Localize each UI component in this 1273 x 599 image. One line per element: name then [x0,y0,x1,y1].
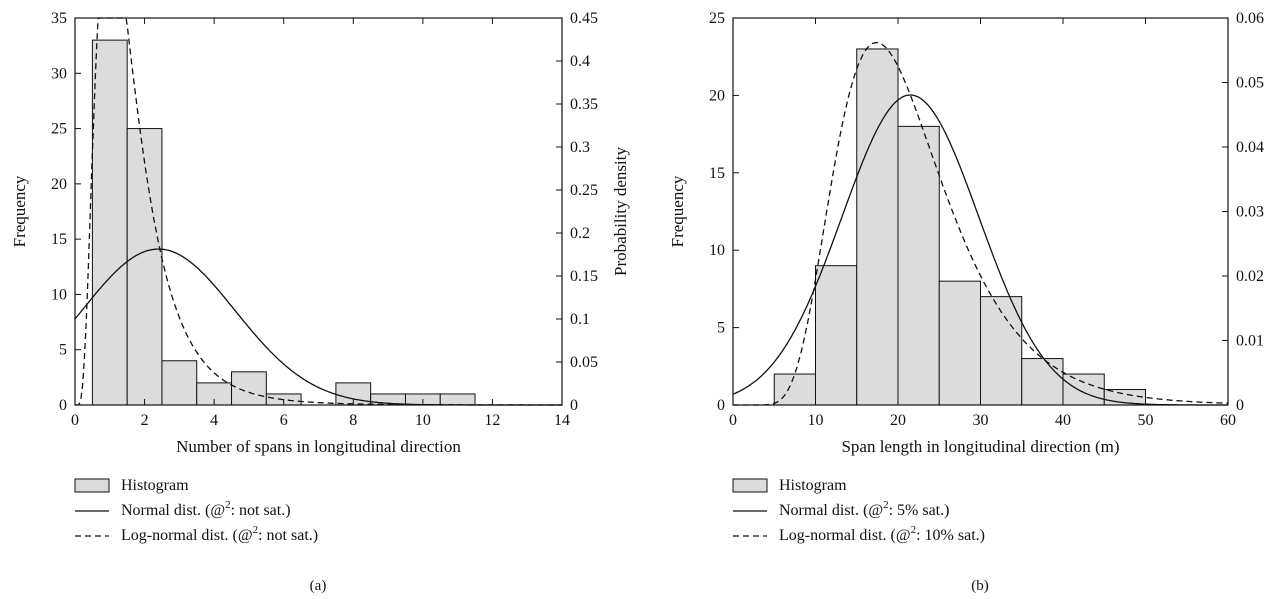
y2-tick-label: 0.4 [570,53,590,70]
legend-label-text: Log-normal dist. (@ [121,527,253,544]
x-tick-label: 14 [554,412,570,429]
histogram-bar [161,360,198,406]
histogram-bar [231,371,267,406]
histogram-bar [439,393,476,406]
y2-tick-label: 0.03 [1236,204,1264,221]
chart-panel-b: 0 10 20 30 40 50 60051015202500.010.020.030.04… [668,10,1264,594]
x-tick-label: 20 [890,412,906,429]
y-tick-label: 20 [51,176,67,193]
legend-label: Histogram [779,477,847,494]
y2-tick-label: 0.05 [570,354,598,371]
y2-tick-label: 0.2 [570,225,590,242]
y-tick-label: 20 [709,87,725,104]
legend-label-text: Normal dist. (@ [121,502,225,519]
y-tick-label: 25 [51,121,67,138]
legend-label-rest: : 5% sat.) [889,502,950,519]
legend-label-rest: : 10% sat.) [916,527,985,544]
x-tick-label: 4 [210,412,218,429]
legend-label-text: Histogram [121,477,189,494]
y-tick-label: 15 [709,165,725,182]
x-tick-label: 0 [729,412,737,429]
y-tick-label: 25 [709,10,725,27]
y2-tick-label: 0.02 [1236,268,1264,285]
histogram-bar [1062,373,1105,406]
y2-tick-label: 0.06 [1236,10,1264,27]
x-tick-label: 6 [280,412,288,429]
legend-label-superscript: 2 [911,524,917,536]
panel-label: (b) [971,578,989,594]
histogram-bar [897,125,940,406]
y2-tick-label: 0.01 [1236,333,1264,350]
histogram-bar [126,128,163,406]
legend-label: Log-normal dist. (@2: 10% sat.) [779,524,985,544]
histogram-bar [773,373,816,406]
histogram-bar [91,39,128,406]
legend-label-superscript: 2 [253,524,259,536]
legend-label: Log-normal dist. (@2: not sat.) [121,524,318,544]
legend-label-text: Log-normal dist. (@ [779,527,911,544]
x-tick-label: 0 [71,412,79,429]
y2-tick-label: 0.15 [570,268,598,285]
legend-label: Histogram [121,477,189,494]
legend-label-rest: : not sat.) [258,527,318,544]
y2-tick-label: 0.04 [1236,139,1264,156]
legend-label-superscript: 2 [883,499,889,511]
y2-tick-label: 0 [1236,397,1244,414]
histogram-bar [815,265,858,406]
y2-axis-title: Probability density [611,147,630,276]
y-tick-label: 5 [59,342,67,359]
x-tick-label: 12 [484,412,500,429]
y-tick-label: 0 [717,397,725,414]
panel-label: (a) [310,578,327,594]
legend-swatch-histogram [74,478,110,493]
y2-tick-label: 0 [570,397,578,414]
x-tick-label: 60 [1220,412,1236,429]
y-tick-label: 35 [51,10,67,27]
x-tick-label: 8 [349,412,357,429]
x-tick-label: 40 [1055,412,1071,429]
legend-label-rest: : not sat.) [231,502,291,519]
y-axis-title: Frequency [10,175,29,247]
y2-tick-label: 0.3 [570,139,590,156]
y2-tick-label: 0.25 [570,182,598,199]
y-tick-label: 15 [51,231,67,248]
x-tick-label: 2 [141,412,149,429]
x-axis-title: Number of spans in longitudinal directio… [176,437,461,456]
histogram-bar [1021,358,1064,406]
y-tick-label: 10 [709,242,725,259]
x-tick-label: 30 [973,412,989,429]
legend-label-text: Histogram [779,477,847,494]
y2-tick-label: 0.1 [570,311,590,328]
x-tick-label: 10 [808,412,824,429]
legend-label: Normal dist. (@2: 5% sat.) [779,499,949,519]
lognormal-dist-curve [733,41,1228,406]
y2-tick-label: 0.05 [1236,75,1264,92]
x-tick-label: 10 [415,412,431,429]
legend-swatch-histogram [732,478,768,493]
histogram-bar [980,296,1023,406]
y-tick-label: 10 [51,286,67,303]
histogram-bar [856,48,899,406]
legend-label: Normal dist. (@2: not sat.) [121,499,291,519]
x-axis-title: Span length in longitudinal direction (m… [841,437,1119,456]
y-tick-label: 5 [717,320,725,337]
x-tick-label: 50 [1138,412,1154,429]
histogram-bar [938,280,981,406]
plot-frame [74,17,563,406]
legend-label-text: Normal dist. (@ [779,502,883,519]
y2-tick-label: 0.45 [570,10,598,27]
y-axis-title: Frequency [668,175,687,247]
y2-tick-label: 0.35 [570,96,598,113]
legend-label-superscript: 2 [225,499,231,511]
y-tick-label: 0 [59,397,67,414]
chart-panel-a: 0 2 4 6 8 10 12 140510152025303500.050.10.150.2… [10,10,630,594]
y-tick-label: 30 [51,65,67,82]
